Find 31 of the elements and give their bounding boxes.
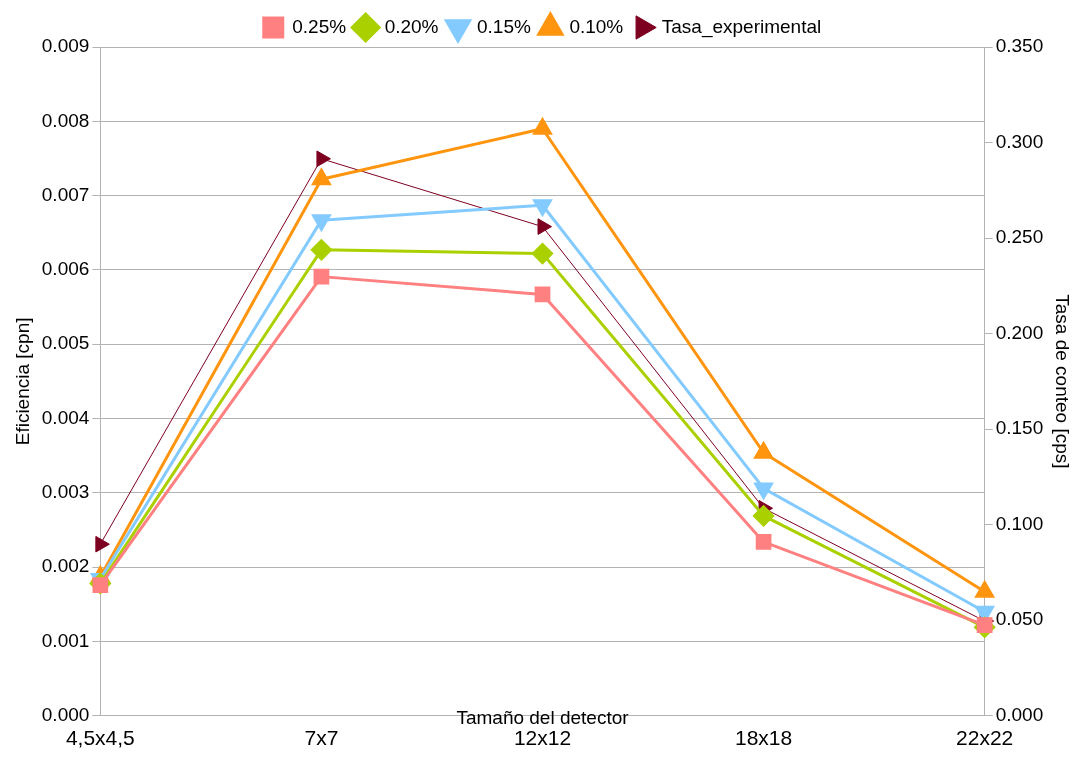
- y-tick-label: 0.009: [41, 35, 90, 57]
- x-tick-label: 7x7: [304, 726, 339, 750]
- legend-label: 0.15%: [477, 15, 531, 37]
- y2-tick-label: 0.000: [995, 704, 1044, 726]
- y-tick-label: 0.007: [41, 183, 90, 205]
- y-tick-label: 0.005: [41, 332, 90, 354]
- y2-tick-label: 0.050: [995, 608, 1044, 630]
- x-tick-label: 22x22: [956, 726, 1014, 750]
- y2-tick-label: 0.200: [995, 321, 1044, 343]
- legend-label: 0.25%: [292, 15, 347, 37]
- y-tick-label: 0.003: [41, 481, 90, 503]
- x-tick-label: 4,5x4,5: [65, 726, 135, 750]
- y-axis-title: Eficiencia [cpn]: [11, 317, 33, 446]
- y-tick-label: 0.000: [41, 704, 90, 726]
- y-tick-label: 0.008: [41, 109, 90, 131]
- legend-label: 0.20%: [384, 15, 439, 37]
- y-tick-label: 0.004: [41, 406, 90, 428]
- x-tick-label: 18x18: [734, 726, 793, 750]
- y2-tick-label: 0.300: [995, 130, 1044, 152]
- legend-label: 0.10%: [569, 15, 624, 37]
- legend-label: Tasa_experimental: [661, 15, 822, 38]
- y2-tick-label: 0.350: [995, 35, 1044, 57]
- x-axis-title: Tamaño del detector: [456, 706, 630, 728]
- y-tick-label: 0.006: [41, 258, 90, 280]
- x-tick-label: 12x12: [513, 726, 572, 750]
- y-tick-label: 0.002: [41, 555, 90, 577]
- y-tick-label: 0.001: [41, 629, 90, 651]
- y2-tick-label: 0.100: [995, 512, 1044, 534]
- y2-tick-label: 0.250: [995, 226, 1044, 248]
- y2-tick-label: 0.150: [995, 417, 1044, 439]
- y2-axis-title: Tasa de conteo [cps]: [1052, 294, 1074, 469]
